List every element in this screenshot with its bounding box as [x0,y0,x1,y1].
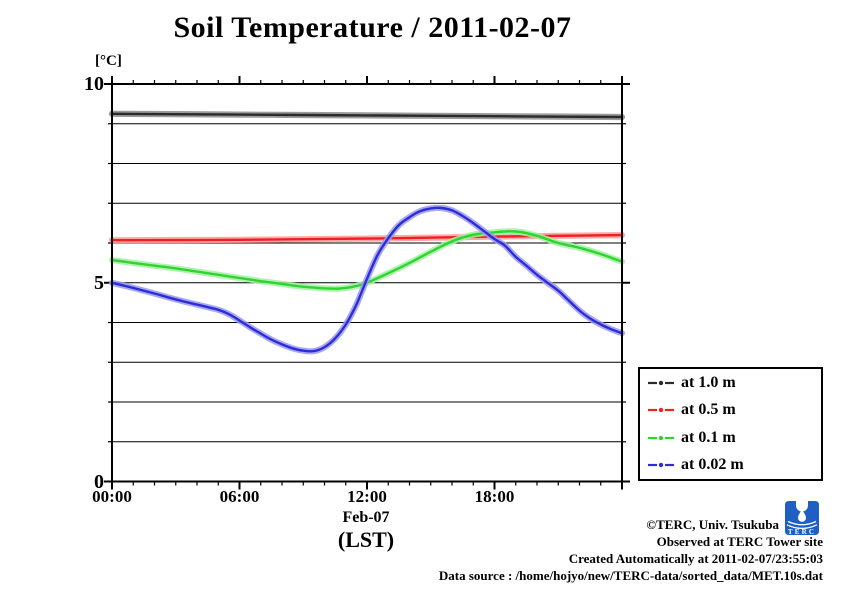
y-axis-tick-label: 10 [84,73,104,95]
footer-copyright: ©TERC, Univ. Tsukuba [646,517,779,532]
terc-logo-text: TERC [788,528,816,536]
x-axis-tick-label: 12:00 [347,486,387,506]
legend-label: at 1.0 m [681,373,736,391]
y-axis-tick-label: 5 [94,271,104,294]
footer-created-timestamp: Created Automatically at 2011-02-07/23:5… [568,551,823,566]
legend-line-marker-icon [648,435,674,440]
y-axis-unit-label: [°C] [95,53,122,69]
x-axis-tick-label: 00:00 [92,486,132,506]
y-axis-tick-label: 0 [94,470,104,493]
x-axis-tick-label: 06:00 [219,486,260,506]
x-axis-tick-label: 18:00 [474,486,515,506]
footer-observed-site: Observed at TERC Tower site [656,534,823,549]
terc-logo-icon: TERC [785,501,819,536]
legend-entry-1-0m: at 1.0 m [640,370,821,396]
water-drop-icon [798,509,806,522]
terc-logo: TERC [782,497,822,539]
legend-line-marker-icon [648,408,674,413]
legend-line-marker-icon [648,380,674,385]
footer-data-source-path: Data source : /home/hojyo/new/TERC-data/… [438,568,823,583]
legend-label: at 0.1 m [681,428,736,446]
legend-label: at 0.02 m [681,456,744,474]
chart-title: Soil Temperature / 2011-02-07 [173,11,572,44]
legend-entry-0-5m: at 0.5 m [640,397,821,423]
legend-label: at 0.5 m [681,401,736,419]
legend-entry-0-02m: at 0.02 m [640,452,821,478]
legend-line-marker-icon [648,463,674,468]
x-axis-date-label: Feb-07 [342,509,390,526]
legend-entry-0-1m: at 0.1 m [640,425,821,451]
legend-box: at 1.0 m at 0.5 m at 0.1 m at 0.02 m [638,367,823,481]
x-axis-timezone-label: (LST) [337,527,395,552]
